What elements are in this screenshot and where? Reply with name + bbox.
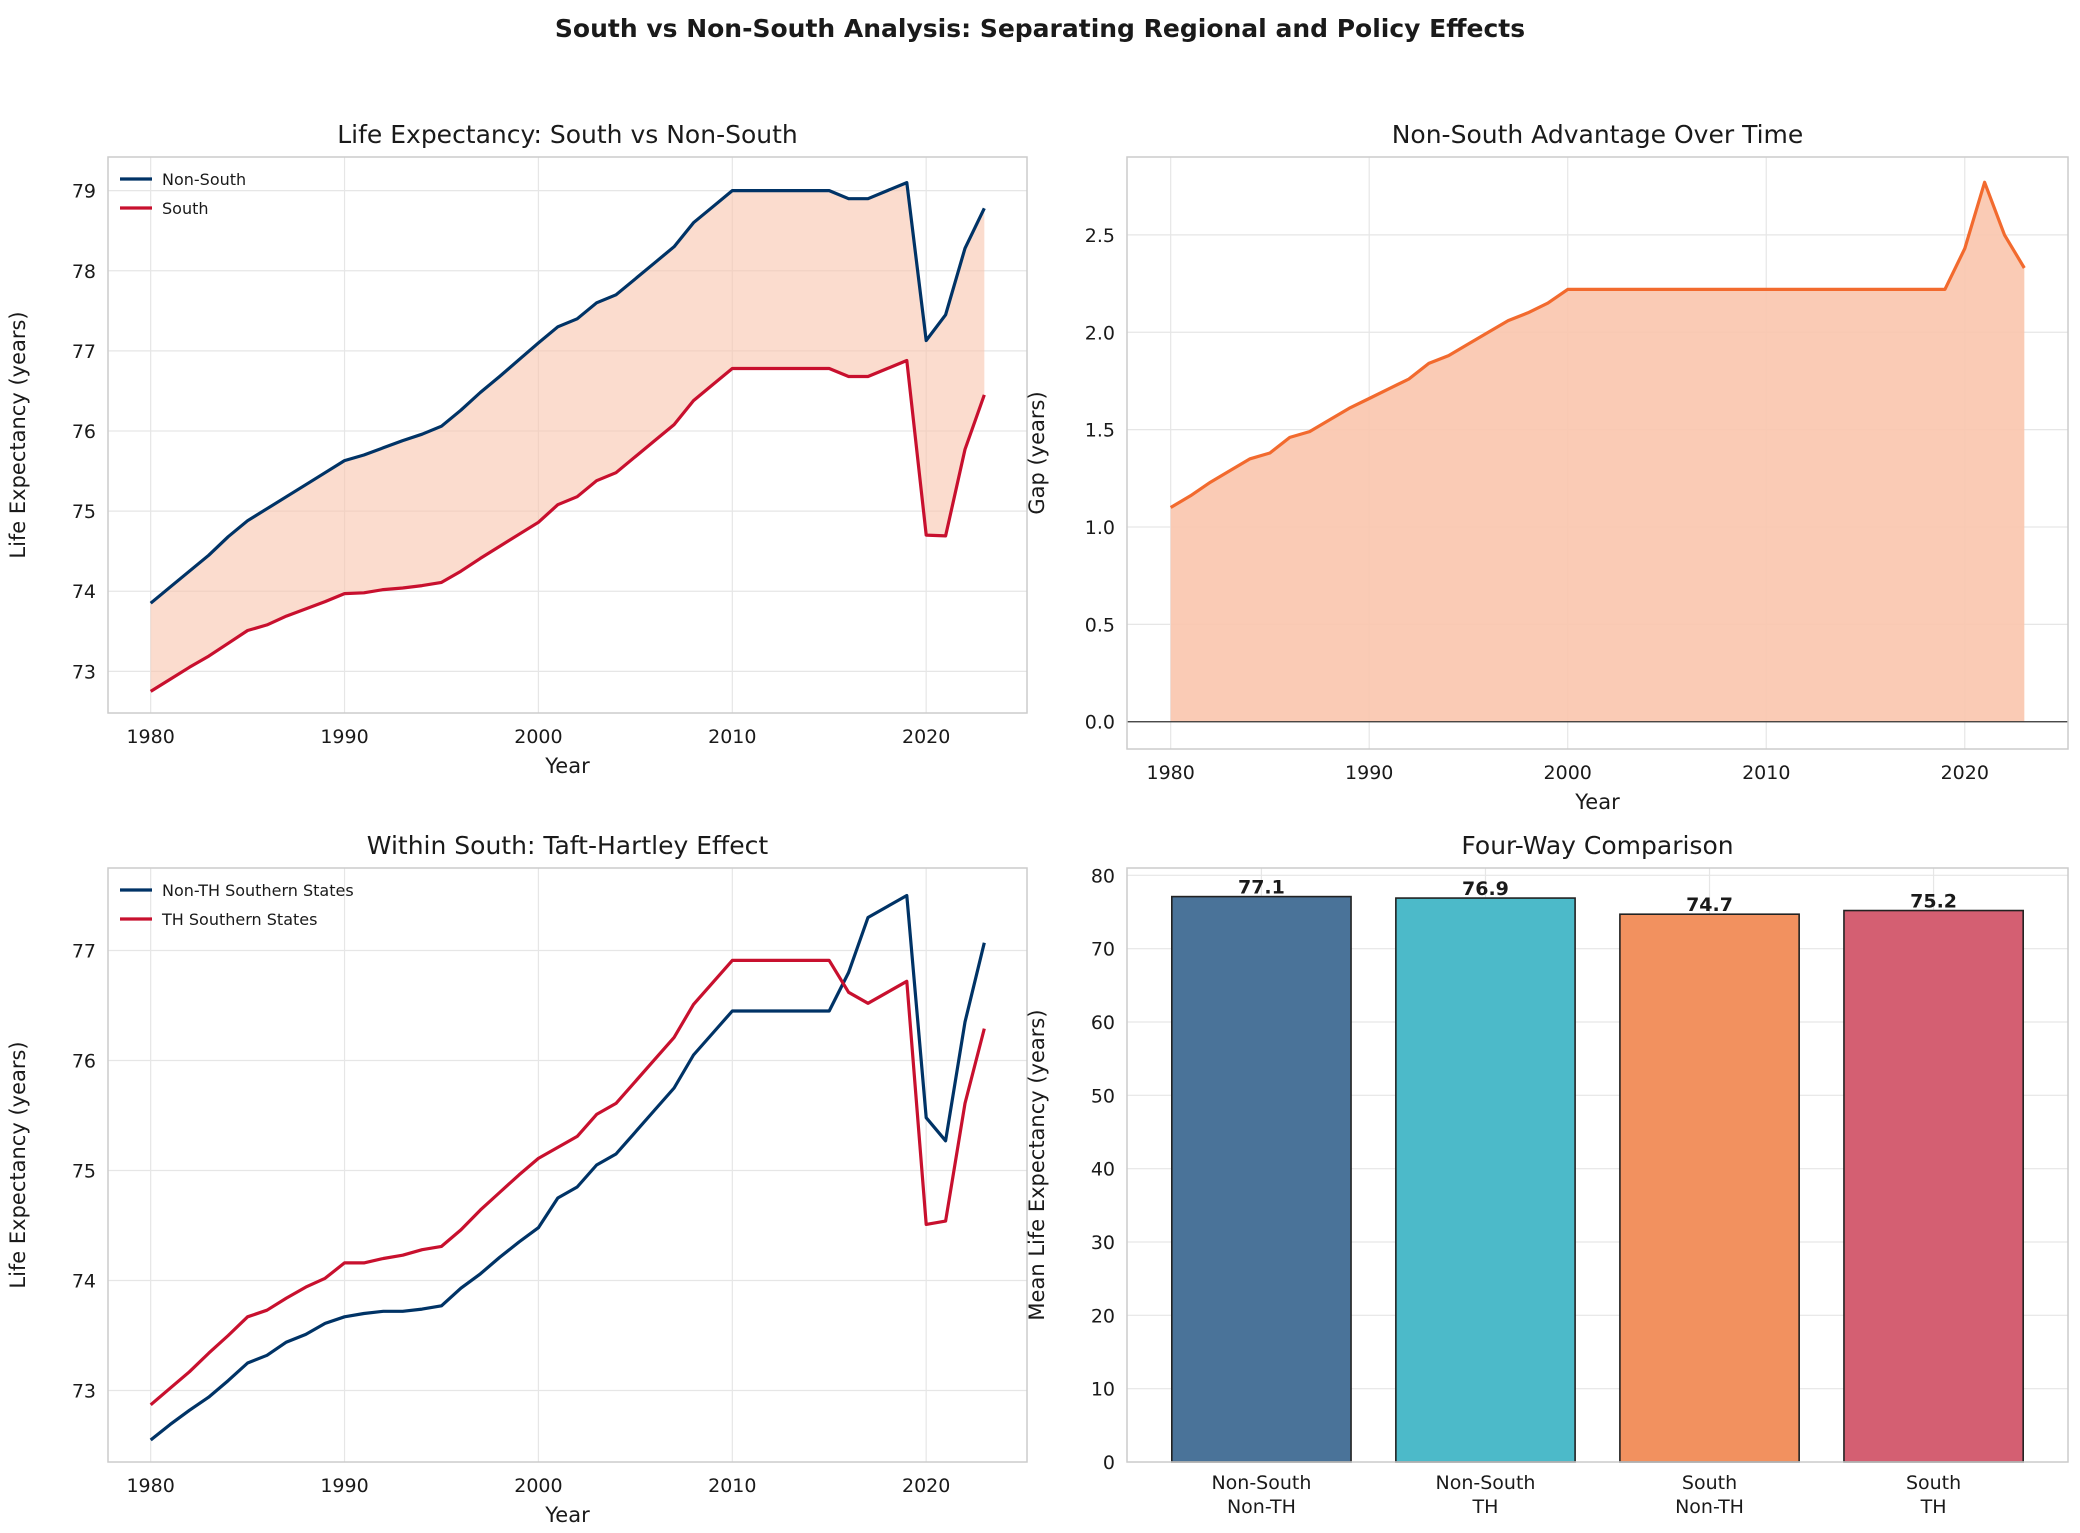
series-line-non-south [149,181,986,605]
x-tick-label: 2000 [1544,762,1592,784]
y-axis-label: Gap (years) [1025,391,1049,514]
gap-fill-area [150,182,985,692]
series-line-th-southern-states [149,958,986,1407]
x-category-label: South [1682,1472,1737,1494]
axes-frame [107,156,1028,714]
panel-title: Within South: Taft-Hartley Effect [367,831,769,860]
x-tick-label: 2010 [708,726,756,748]
x-tick-label: 1990 [320,1475,368,1497]
bar-value-label: 75.2 [1910,891,1957,913]
y-tick-label: 76 [72,421,96,443]
x-tick-label: 2000 [514,1475,562,1497]
y-tick-label: 0 [1103,1452,1115,1474]
series-line-south [149,358,986,693]
y-axis-label: Life Expectancy (years) [6,1041,30,1288]
bar-value-label: 74.7 [1686,894,1733,916]
legend: Non-TH Southern States TH Southern States [120,881,354,929]
y-tick-label: 76 [72,1051,96,1073]
legend-label: TH Southern States [161,910,317,929]
y-tick-label: 60 [1091,1012,1115,1034]
gap-area-fill [1170,182,2025,722]
legend-label: Non-South [162,170,246,189]
x-axis-label: Year [544,754,590,778]
y-tick-label: 75 [72,1161,96,1183]
y-tick-label: 77 [72,941,96,963]
y-tick-label: 2.0 [1085,322,1115,344]
gap-line [1169,180,2026,509]
y-tick-label: 0.0 [1085,712,1115,734]
panel-life-expectancy-south-vs-non-south: 1980 1990 2000 2010 2020 73 74 75 76 77 78 79 Life E… [6,120,1028,778]
x-axis-label: Year [1574,790,1620,814]
x-tick-label: 2000 [514,726,562,748]
bar-3 [1843,909,2024,1463]
x-tick-label: 1990 [320,726,368,748]
y-tick-label: 75 [72,501,96,523]
legend: Non-South South [120,170,246,218]
panel-title: Four-Way Comparison [1461,831,1733,860]
y-axis-label: Life Expectancy (years) [6,311,30,558]
legend-label: South [162,199,209,218]
bar-value-label: 76.9 [1462,878,1509,900]
y-tick-label: 78 [72,261,96,283]
panel-title: Non-South Advantage Over Time [1392,120,1804,149]
panel-title: Life Expectancy: South vs Non-South [337,120,798,149]
x-tick-label: 2020 [902,1475,950,1497]
x-category-label: Non-TH [1227,1496,1296,1518]
y-tick-label: 10 [1091,1379,1115,1401]
y-tick-label: 77 [72,341,96,363]
panel-within-south-taft-hartley: 1980 1990 2000 2010 2020 73 74 75 76 77 Within Sou… [6,831,1028,1527]
x-category-label: TH [1472,1496,1499,1518]
axes-frame [107,867,1028,1463]
x-axis-label: Year [544,1503,590,1527]
x-tick-label: 2020 [1941,762,1989,784]
axes-frame [1126,867,2069,1463]
x-category-label: Non-South [1435,1472,1535,1494]
x-tick-label: 1990 [1345,762,1393,784]
y-tick-label: 40 [1091,1159,1115,1181]
y-tick-label: 70 [1091,939,1115,961]
y-tick-label: 20 [1091,1305,1115,1327]
x-tick-label: 2010 [1742,762,1790,784]
y-axis-label: Mean Life Expectancy (years) [1025,1009,1049,1320]
x-tick-label: 1980 [126,726,174,748]
legend-label: Non-TH Southern States [162,881,354,900]
y-tick-label: 74 [72,581,96,603]
bar-2 [1619,913,1800,1463]
y-tick-label: 73 [72,661,96,683]
panel-four-way-comparison: 0 10 20 30 40 50 60 70 80 Four-Way Comparison Mean… [1025,831,2069,1518]
x-category-label: South [1906,1472,1961,1494]
bar-0 [1171,895,1352,1463]
x-tick-label: 2010 [708,1475,756,1497]
x-tick-label: 1980 [126,1475,174,1497]
y-tick-label: 73 [72,1381,96,1403]
axes-frame [1126,156,2069,750]
y-tick-label: 2.5 [1085,225,1115,247]
x-tick-label: 2020 [902,726,950,748]
x-tick-label: 1980 [1146,762,1194,784]
panel-non-south-advantage: 1980 1990 2000 2010 2020 0.0 0.5 1.0 1.5 2.0 2.5 No… [1025,120,2069,814]
series-line-non-th-southern-states [149,893,986,1442]
x-category-label: Non-TH [1675,1496,1744,1518]
y-tick-label: 1.0 [1085,517,1115,539]
y-tick-label: 74 [72,1271,96,1293]
y-tick-label: 79 [72,181,96,203]
bar-1 [1395,897,1576,1463]
x-category-label: TH [1920,1496,1947,1518]
y-tick-label: 80 [1091,865,1115,887]
figure-suptitle: South vs Non-South Analysis: Separating … [555,14,1525,43]
y-tick-label: 1.5 [1085,420,1115,442]
y-tick-label: 30 [1091,1232,1115,1254]
x-category-label: Non-South [1211,1472,1311,1494]
y-tick-label: 50 [1091,1085,1115,1107]
bar-value-label: 77.1 [1238,877,1285,899]
y-tick-label: 0.5 [1085,614,1115,636]
